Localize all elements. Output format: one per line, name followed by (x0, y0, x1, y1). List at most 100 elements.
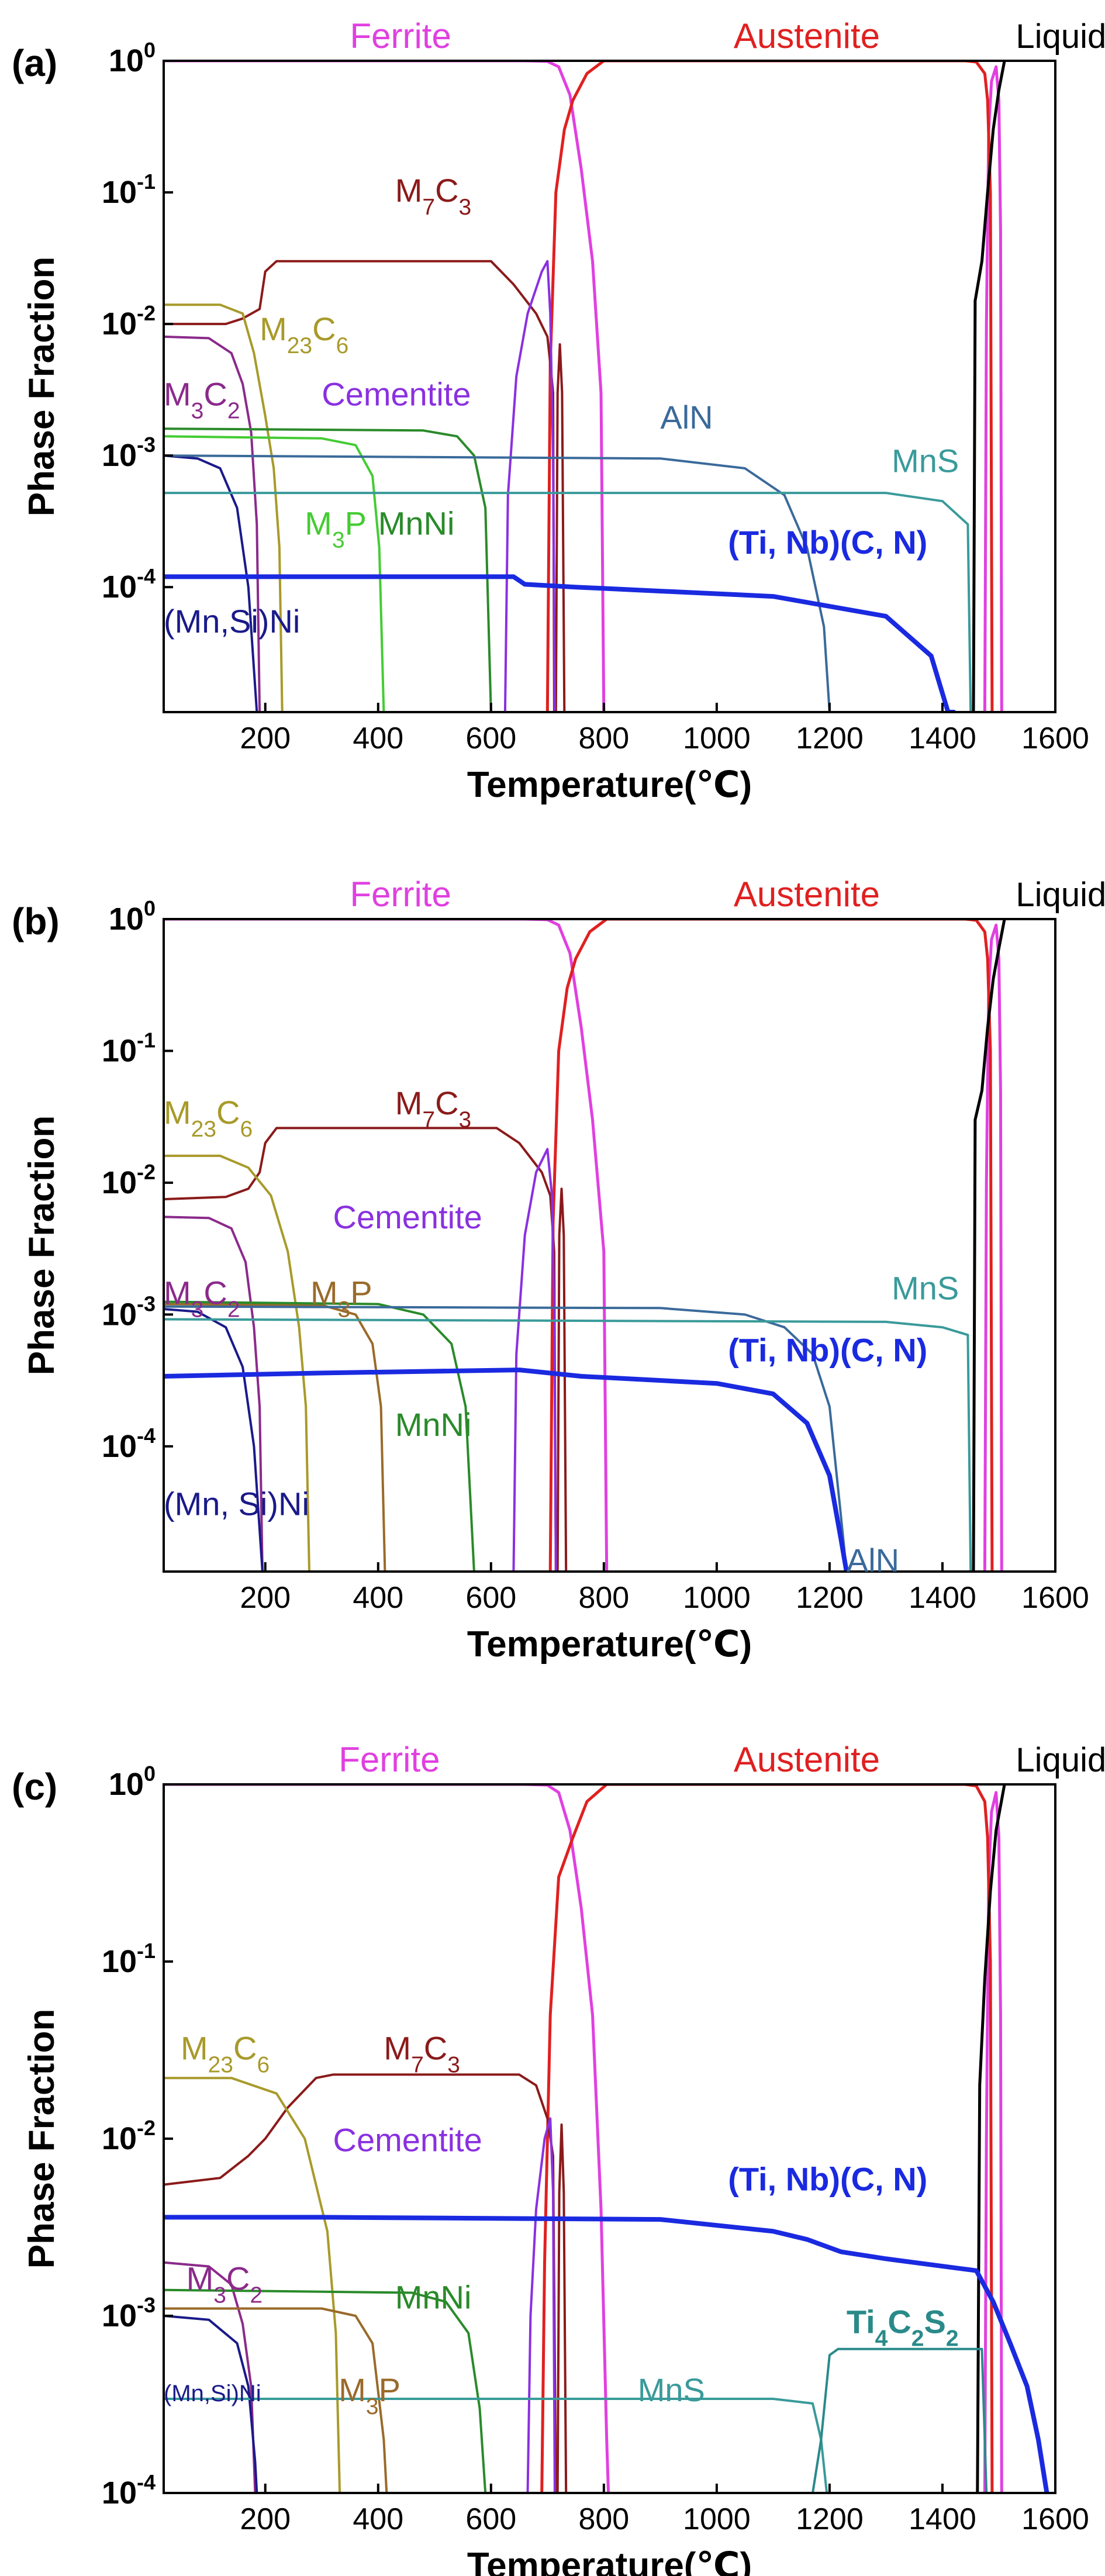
x-tick-label: 1200 (796, 1581, 864, 1615)
x-tick-label: 1200 (796, 721, 864, 755)
x-tick-label: 200 (240, 1581, 291, 1615)
phase-label: Cementite (333, 1199, 482, 1235)
phase-label: Cementite (333, 2121, 482, 2158)
y-tick-label: 10-2 (102, 1160, 156, 1200)
series-line-m23c6 (164, 303, 284, 713)
phase-label: M7C3 (395, 1085, 472, 1132)
series-line-mns (164, 492, 972, 713)
series-line-ti4c2s2 (812, 2347, 988, 2494)
series-group (164, 60, 1006, 713)
x-tick-label: 200 (240, 721, 291, 755)
phase-label: AlN (847, 1542, 899, 1579)
y-axis-title: Phase Fraction (22, 2009, 62, 2268)
series-line-ferrite (164, 918, 609, 1573)
series-line-m23c6 (164, 1154, 310, 1573)
series-line-m3c2 (164, 1216, 264, 1573)
series-line-austenite (548, 918, 994, 1573)
x-tick-label: 400 (353, 1581, 403, 1615)
phase-label: (Ti, Nb)(C, N) (728, 1332, 927, 1369)
phase-label: Ferrite (339, 1740, 440, 1779)
series-line-mnsi-ni (164, 2315, 258, 2494)
series-line-m7c3-b (556, 1187, 568, 1573)
phase-label: M3C2 (164, 1275, 240, 1322)
series-line-ferrite-delta (983, 923, 1003, 1573)
y-tick-label: 10-1 (102, 1939, 156, 1979)
panel-label: (b) (12, 900, 60, 942)
phase-label: Cementite (322, 376, 471, 413)
phase-label: MnS (638, 2371, 705, 2408)
phase-label: Ferrite (350, 875, 451, 914)
series-line-ferrite-delta (983, 1791, 1003, 2494)
x-tick-label: 1000 (683, 721, 751, 755)
phase-label: Austenite (734, 16, 880, 56)
panel-label: (c) (12, 1766, 57, 1808)
phase-label: Liquid (1016, 876, 1105, 914)
series-line-cementite (503, 260, 556, 713)
series-line-austenite (545, 60, 994, 713)
phase-label: MnNi (378, 505, 455, 542)
y-tick-label: 10-1 (102, 1028, 156, 1068)
y-tick-label: 10-2 (102, 2116, 156, 2156)
x-tick-label: 1000 (683, 2502, 751, 2536)
x-tick-label: 600 (465, 2502, 516, 2536)
phase-label: Liquid (1016, 1741, 1105, 1779)
series-line-m7c3 (164, 260, 555, 713)
chart-panel-a: 200 400 600 800 1000 1200 1400 1600 100 10-1 10-2 1… (12, 16, 1105, 805)
series-line-m7c3-b (556, 2123, 568, 2494)
x-tick-label: 1600 (1021, 721, 1089, 755)
y-axis-title: Phase Fraction (22, 257, 62, 516)
plot-frame (163, 60, 1056, 713)
series-line-mnni (164, 1300, 475, 1573)
chart-panel-c: 200 400 600 800 1000 1200 1400 1600 100 10-1 10-2 1… (12, 1740, 1105, 2576)
x-tick-label: 400 (353, 2502, 403, 2536)
phase-label: Liquid (1016, 18, 1105, 56)
phase-label: (Mn,Si)Ni (164, 603, 300, 640)
phase-label: MnS (892, 442, 959, 479)
series-group (164, 1783, 1049, 2494)
phase-label: M3P (339, 2371, 400, 2419)
phase-label: (Ti, Nb)(C, N) (728, 2161, 927, 2198)
series-line-liquid (972, 60, 1006, 713)
series-line-mnni (164, 427, 492, 713)
phase-label: (Mn, Si)Ni (164, 1486, 309, 1522)
series-line-liquid (972, 918, 1006, 1573)
y-tick-label: 10-4 (102, 2470, 156, 2511)
phase-label: M3C2 (164, 376, 240, 424)
x-axis-title: Temperature(℃) (467, 1624, 752, 1665)
x-tick-label: 400 (353, 721, 403, 755)
x-tick-label: 800 (578, 1581, 629, 1615)
series-line-m7c3-b (554, 343, 566, 713)
phase-label: M3P (310, 1275, 372, 1322)
y-tick-label: 100 (109, 896, 156, 937)
phase-label: M7C3 (384, 2030, 460, 2078)
y-tick-label: 10-4 (102, 564, 156, 605)
series-line-m23c6 (164, 2077, 341, 2494)
chart-panel-b: 200 400 600 800 1000 1200 1400 1600 100 10-1 10-2 1… (12, 875, 1105, 1665)
panel-label: (a) (12, 42, 57, 84)
phase-label: Ferrite (350, 16, 451, 56)
phase-label: MnNi (395, 1406, 472, 1443)
phase-label: M7C3 (395, 172, 472, 220)
series-line-m3c2 (164, 2261, 257, 2494)
series-line-tinb (164, 574, 956, 713)
y-tick-label: 100 (109, 1762, 156, 1802)
y-tick-label: 10-4 (102, 1424, 156, 1464)
phase-label: AlN (660, 399, 713, 436)
phase-label: M23C6 (260, 310, 348, 358)
y-axis-title: Phase Fraction (22, 1116, 62, 1375)
x-tick-label: 1400 (909, 721, 976, 755)
series-line-aln (164, 454, 831, 713)
phase-label: Ti4C2S2 (847, 2303, 959, 2351)
x-tick-label: 600 (465, 721, 516, 755)
x-tick-label: 1000 (683, 1581, 751, 1615)
y-tick-label: 10-1 (102, 170, 156, 210)
series-line-mnni (164, 2288, 487, 2494)
series-group (164, 918, 1006, 1573)
x-tick-label: 800 (578, 721, 629, 755)
y-tick-label: 10-3 (102, 433, 156, 473)
series-line-liquid (976, 1783, 1006, 2494)
series-line-mnsi-ni (164, 1308, 264, 1573)
series-line-cementite (526, 2117, 556, 2494)
phase-label: M23C6 (181, 2030, 270, 2078)
phase-label: M23C6 (164, 1094, 253, 1142)
